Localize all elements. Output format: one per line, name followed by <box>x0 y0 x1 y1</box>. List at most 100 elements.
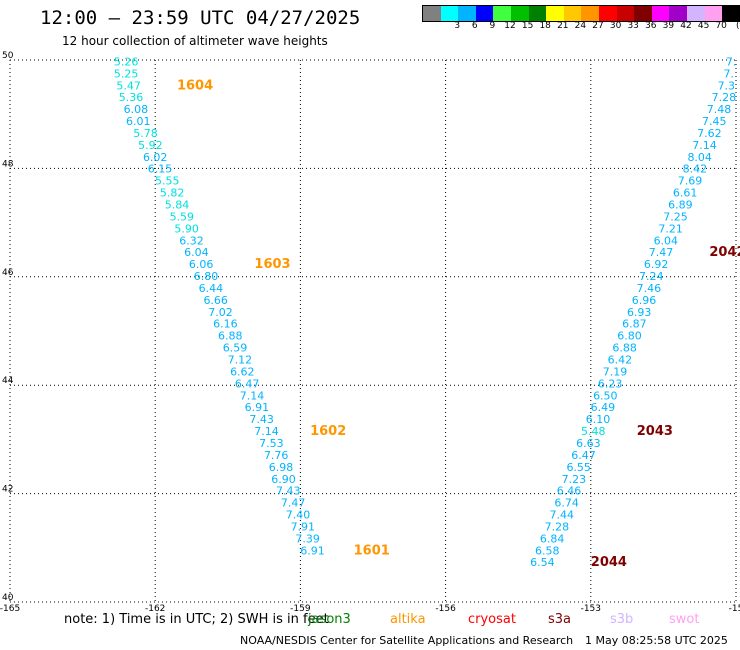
legend-swatch <box>669 6 687 21</box>
wave-height-value: 6.91 <box>300 544 325 557</box>
legend-label: 21 <box>557 21 569 31</box>
legend-label: 39 <box>662 21 675 31</box>
wave-height-value: 7.14 <box>240 389 265 402</box>
legend-label: 6 <box>471 21 478 31</box>
wave-height-value: 6.55 <box>566 461 591 474</box>
wave-height-value: 6.88 <box>612 342 637 355</box>
wave-height-value: 6.93 <box>627 306 652 319</box>
legend-swatch <box>598 6 617 21</box>
wave-height-value: 6.90 <box>271 473 296 486</box>
wave-height-value: 6.50 <box>593 389 618 402</box>
y-tick-label: 48 <box>2 159 14 169</box>
legend-swatch <box>475 6 494 21</box>
map-tick-labels: -165 -162 -159 -156 -153 -15 40 42 44 46 48 50 <box>0 51 740 614</box>
wave-height-value: 8.42 <box>683 163 708 176</box>
wave-height-value: 6.62 <box>230 365 255 378</box>
wave-height-value: 6.01 <box>126 115 151 128</box>
wave-height-value: 5.36 <box>119 91 144 104</box>
wave-height-value: 6.66 <box>203 294 228 307</box>
wave-height-value: 7. <box>723 67 734 80</box>
wave-height-value: 5.25 <box>114 67 139 80</box>
legend-label: 33 <box>627 21 639 31</box>
wave-height-value: 6.96 <box>632 294 657 307</box>
page-title: 12:00 – 23:59 UTC 04/27/2025 <box>40 7 361 29</box>
wave-height-value: 6.61 <box>673 187 698 200</box>
wave-height-value: 7.43 <box>276 485 301 498</box>
wave-height-value: 6.04 <box>184 246 209 259</box>
x-tick-label: -156 <box>435 604 456 614</box>
wave-height-value: 7.14 <box>254 425 279 438</box>
legend-swatch <box>510 6 529 21</box>
satellite-key-jason3: jason3 <box>308 612 351 627</box>
page-subtitle: 12 hour collection of altimeter wave hei… <box>62 34 328 48</box>
legend-unit: (ft) <box>736 21 740 31</box>
wave-height-value: 6.84 <box>540 532 565 545</box>
satellite-key-swot: swot <box>669 612 700 627</box>
legend-label: 42 <box>680 21 692 31</box>
wave-height-value: 7.53 <box>259 437 284 450</box>
satellite-key-s3a: s3a <box>548 612 572 627</box>
legend-swatch <box>563 6 582 21</box>
y-tick-label: 42 <box>2 485 13 495</box>
pass-number-label: 1602 <box>310 424 346 439</box>
x-tick-label: -153 <box>581 604 601 614</box>
wave-height-value: 7.25 <box>663 210 688 223</box>
legend-swatch <box>440 6 459 21</box>
legend-label: 18 <box>539 21 551 31</box>
wave-height-value: 6.91 <box>245 401 270 414</box>
wave-height-value: 7.24 <box>639 270 664 283</box>
wave-height-value: 6.98 <box>269 461 294 474</box>
x-tick-label: -162 <box>145 604 165 614</box>
wave-height-value: 5.90 <box>174 222 199 235</box>
wave-height-value: 7.45 <box>702 115 727 128</box>
wave-height-value: 7.23 <box>562 473 587 486</box>
legend-label: 36 <box>645 21 657 31</box>
wave-height-value: 5.55 <box>155 175 180 188</box>
wave-height-value: 7.91 <box>291 520 316 533</box>
wave-height-points: 5.265.255.475.366.086.015.785.926.026.15… <box>114 55 737 569</box>
wave-height-value: 7. <box>726 55 737 68</box>
wave-height-value: 5.47 <box>116 79 141 92</box>
wave-height-value: 7.14 <box>692 139 717 152</box>
wave-height-value: 6.44 <box>199 282 224 295</box>
pass-number-label: 1603 <box>254 257 290 272</box>
wave-height-value: 6.23 <box>598 377 623 390</box>
wave-height-value: 6.88 <box>218 330 243 343</box>
wave-height-value: 7.21 <box>658 222 683 235</box>
wave-height-value: 7.19 <box>603 365 628 378</box>
wave-height-value: 6.16 <box>213 318 238 331</box>
x-tick-label: -15 <box>729 604 740 614</box>
wave-height-value: 6.42 <box>608 354 633 367</box>
legend-label: 30 <box>609 21 622 31</box>
pass-number-label: 2044 <box>591 555 627 570</box>
wave-height-value: 6.06 <box>189 258 214 271</box>
legend-label: 3 <box>454 21 461 31</box>
wave-height-value: 5.84 <box>165 199 190 212</box>
wave-height-value: 6.47 <box>571 449 596 462</box>
legend-swatch <box>722 6 740 21</box>
footer-timestamp: 1 May 08:25:58 UTC 2025 <box>585 634 728 647</box>
y-tick-label: 46 <box>2 268 14 278</box>
pass-number-label: 2043 <box>637 424 673 439</box>
wave-height-value: 7.48 <box>707 103 732 116</box>
wave-height-value: 5.48 <box>581 425 606 438</box>
wave-height-value: 7.44 <box>550 509 575 522</box>
wave-height-value: 7.40 <box>286 509 311 522</box>
wave-height-value: 6.89 <box>668 199 693 212</box>
x-tick-label: -159 <box>290 604 311 614</box>
legend-swatch <box>493 6 511 21</box>
y-tick-label: 44 <box>2 376 14 386</box>
wave-height-value: 7.43 <box>249 413 274 426</box>
satellite-key-s3b: s3b <box>610 612 634 627</box>
y-tick-label: 50 <box>2 51 14 61</box>
color-legend <box>422 5 740 22</box>
wave-height-value: 6.54 <box>530 556 555 569</box>
legend-label: 45 <box>697 21 710 31</box>
wave-height-value: 5.26 <box>114 55 139 68</box>
wave-height-value: 5.78 <box>133 127 158 140</box>
legend-label: 70 <box>715 21 727 31</box>
